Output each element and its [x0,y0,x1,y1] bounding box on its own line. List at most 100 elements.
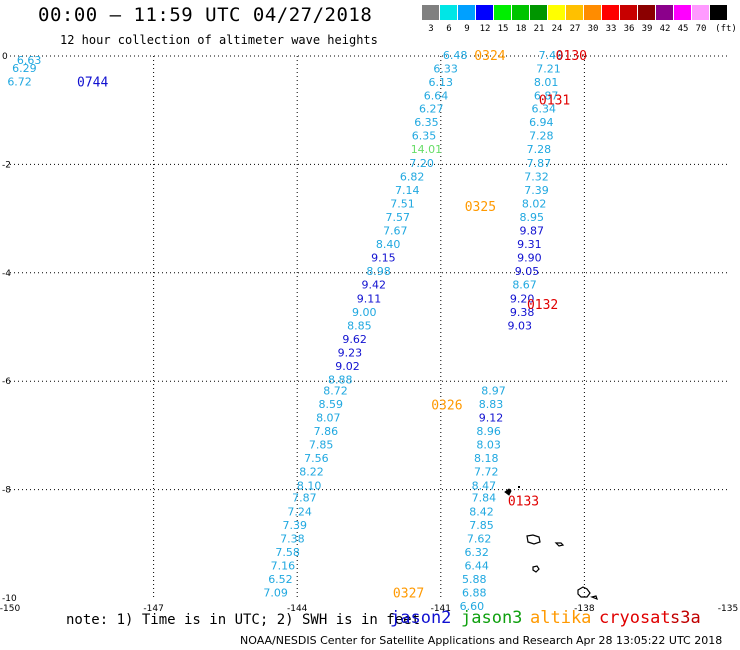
wave-height-value: 6.94 [529,116,554,129]
colorbar-swatch [530,5,547,20]
wave-height-value: 5.88 [462,573,487,586]
wave-height-value: 8.98 [366,265,391,278]
wave-height-value: 8.03 [476,439,501,452]
wave-height-value: 6.63 [17,54,42,67]
colorbar-swatch [638,5,655,20]
wave-height-value: 6.35 [412,130,437,143]
lon-tick-label: -147 [143,604,163,614]
colorbar-swatch [422,5,439,20]
wave-height-value: 8.01 [534,76,559,89]
wave-height-value: 6.35 [414,116,439,129]
colorbar-swatch [566,5,583,20]
colorbar-label: 39 [641,24,653,34]
wave-height-value: 8.83 [479,398,504,411]
wave-height-value: 9.20 [510,292,535,305]
pass-time-label: 0131 [539,93,570,108]
wave-height-value: 9.00 [352,306,377,319]
lat-tick-label: -6 [2,377,11,387]
wave-height-value: 7.39 [283,519,308,532]
wave-height-value: 8.97 [481,384,506,397]
wave-height-value: 8.40 [376,238,401,251]
wave-height-value: 6.33 [433,62,458,75]
island-outline [590,595,598,601]
wave-height-value: 7.51 [390,197,415,210]
wave-height-value: 7.20 [409,157,434,170]
wave-height-value: 7.58 [275,546,300,559]
wave-height-value: 8.72 [323,384,348,397]
wave-height-value: 7.72 [474,466,499,479]
wave-height-value: 7.14 [395,184,420,197]
wave-height-value: 7.28 [529,130,554,143]
colorbar-swatch [674,5,691,20]
wave-height-value: 9.12 [479,412,504,425]
wave-height-value: 6.64 [424,90,449,103]
colorbar-label: 18 [515,24,527,34]
colorbar-label: 27 [569,24,581,34]
colorbar-label: 45 [677,24,689,34]
wave-height-value: 9.31 [517,238,542,251]
wave-height-value: 9.03 [508,319,533,332]
wave-height-value: 7.39 [524,184,549,197]
colorbar-label: 36 [623,24,635,34]
wave-height-value: 8.02 [522,197,547,210]
wave-height-value: 9.62 [342,333,367,346]
wave-height-value: 6.48 [443,49,468,62]
wave-height-value: 9.42 [362,279,387,292]
colorbar-swatch [656,5,673,20]
pass-time-label: 0744 [77,75,108,90]
wave-height-value: 9.90 [517,252,542,265]
island-dot [518,486,520,488]
wave-height-value: 9.23 [338,346,363,359]
satellite-legend-item: jason2 [390,608,452,628]
wave-height-value: 8.07 [316,412,341,425]
wave-height-value: 6.72 [7,75,32,88]
wave-height-value: 9.11 [357,292,382,305]
colorbar-swatch [584,5,601,20]
satellite-legend-item: altika [530,608,592,628]
wave-height-value: 7.84 [472,492,497,505]
colorbar-label: 15 [497,24,509,34]
wave-height-value: 7.21 [536,62,561,75]
lat-tick-label: -2 [2,160,11,170]
wave-height-value: 7.38 [280,532,305,545]
wave-height-value: 7.49 [539,49,564,62]
generated-timestamp: Apr 28 13:05:22 UTC 2018 [576,634,723,647]
colorbar-label: 6 [446,24,452,34]
colorbar-swatch [512,5,529,20]
wave-height-value: 7.67 [383,225,408,238]
wave-height-value: 7.87 [527,157,552,170]
island-outline [526,534,541,545]
wave-height-value: 6.13 [429,76,454,89]
lat-tick-label: -8 [2,486,11,496]
pass-time-label: 0327 [393,587,424,602]
credit-text: NOAA/NESDIS Center for Satellite Applica… [240,634,574,647]
island-outline [504,488,512,496]
wave-height-value: 8.85 [347,319,372,332]
wave-height-value: 6.87 [534,90,559,103]
wave-height-value: 6.29 [12,62,37,75]
colorbar-swatch [710,5,727,20]
wave-height-value: 6.52 [268,573,293,586]
wave-height-value: 6.44 [464,559,489,572]
colorbar-label: 30 [587,24,599,34]
lat-tick-label: -4 [2,269,11,279]
lon-tick-label: -138 [574,604,595,614]
colorbar-swatch [548,5,565,20]
wave-height-value: 6.34 [531,103,556,116]
wave-height-value: 8.22 [299,466,324,479]
satellite-legend-item: jason3 [461,608,523,628]
wave-height-value: 7.16 [271,559,296,572]
legend-note: note: 1) Time is in UTC; 2) SWH is in fe… [66,612,421,628]
island-outline [577,586,591,598]
colorbar-label: 9 [464,24,470,34]
page-subtitle: 12 hour collection of altimeter wave hei… [60,33,378,47]
wave-height-value: 7.57 [385,211,410,224]
wave-height-value: 8.95 [519,211,544,224]
colorbar-swatch [440,5,457,20]
wave-height-value: 9.02 [335,360,360,373]
lat-tick-label: -10 [2,594,17,604]
pass-time-label: 0326 [431,399,462,414]
wave-height-value: 9.87 [519,225,544,238]
page-title: 00:00 – 11:59 UTC 04/27/2018 [38,4,373,26]
